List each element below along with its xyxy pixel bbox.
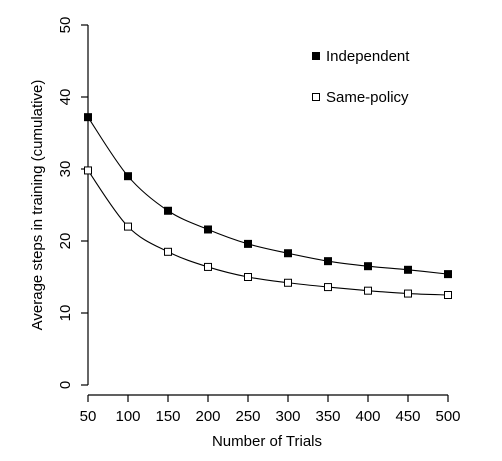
y-axis-label: Average steps in training (cumulative) (29, 80, 46, 331)
x-tick-label: 400 (355, 408, 380, 425)
data-point (444, 270, 452, 279)
data-point (404, 289, 412, 298)
legend-marker (312, 52, 320, 60)
y-tick-label: 10 (57, 305, 74, 322)
data-point (444, 291, 452, 299)
series-layer (84, 113, 452, 299)
y-tick-label: 20 (57, 233, 74, 250)
series-same-policy (84, 166, 452, 299)
data-point (324, 257, 332, 266)
y-ticks: 0 10 20 30 40 50 (57, 17, 88, 389)
series-line (87, 116, 449, 275)
y-tick-label: 50 (57, 17, 74, 34)
x-tick-label: 150 (155, 408, 180, 425)
x-axis-label: Number of Trials (212, 433, 322, 450)
y-tick-label: 40 (57, 89, 74, 106)
data-point (404, 265, 412, 274)
data-point (364, 286, 372, 295)
x-tick-label: 250 (235, 408, 260, 425)
y-tick-label: 30 (57, 161, 74, 178)
data-point (284, 249, 292, 258)
data-point (204, 262, 212, 271)
x-tick-label: 300 (275, 408, 300, 425)
axes (87, 25, 448, 396)
data-point (164, 247, 172, 256)
y-tick-label: 0 (57, 381, 74, 389)
x-tick-label: 100 (115, 408, 140, 425)
legend: Independent Same-policy (312, 48, 410, 106)
data-point (124, 222, 132, 231)
x-tick-label: 350 (315, 408, 340, 425)
legend-marker (312, 93, 320, 101)
data-point (84, 166, 92, 175)
data-point (244, 273, 252, 281)
data-point (204, 225, 212, 234)
data-point (124, 172, 132, 181)
x-tick-label: 450 (395, 408, 420, 425)
x-ticks: 50 100 150 200 250 300 350 400 450 500 (80, 395, 461, 425)
x-tick-label: 50 (80, 408, 97, 425)
series-line (87, 170, 449, 296)
x-tick-label: 200 (195, 408, 220, 425)
legend-label: Independent (326, 48, 410, 65)
series-independent (84, 113, 452, 279)
data-point (164, 206, 172, 215)
x-tick-label: 500 (435, 408, 460, 425)
data-point (284, 278, 292, 287)
data-point (324, 283, 332, 292)
data-point (84, 113, 92, 122)
data-point (244, 239, 252, 248)
data-point (364, 262, 372, 271)
legend-label: Same-policy (326, 89, 409, 106)
